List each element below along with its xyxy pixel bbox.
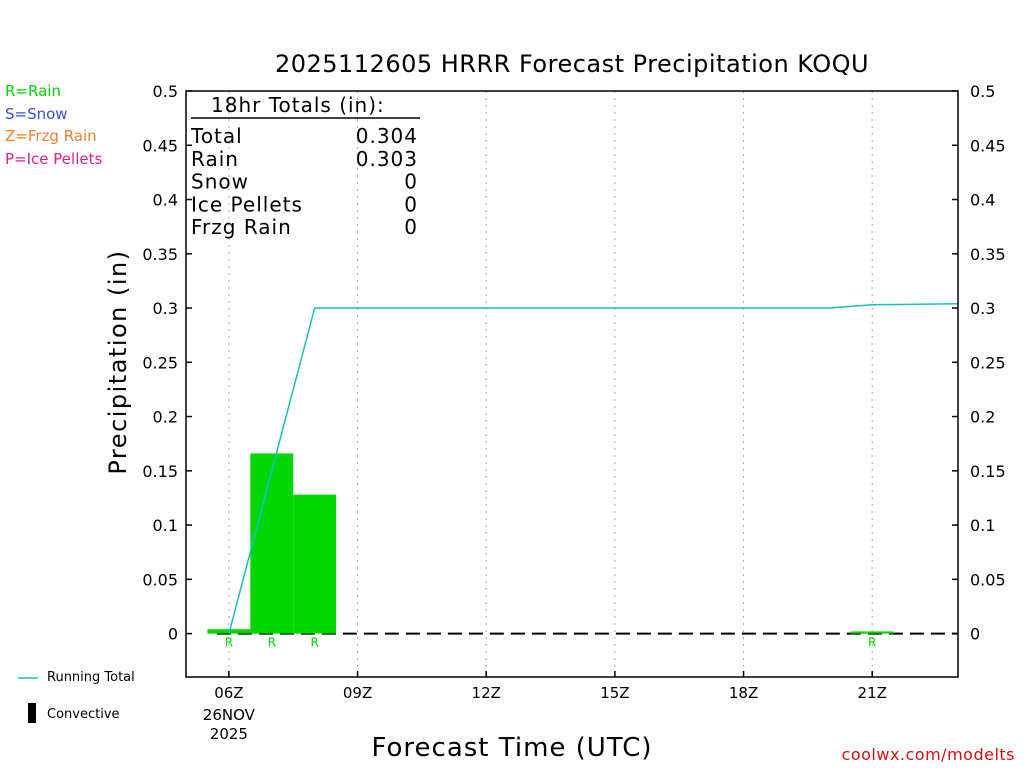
- x-tick-label-1: 09Z: [343, 684, 372, 702]
- legend-rain: R=Rain: [5, 82, 61, 100]
- totals-box: 18hr Totals (in): Total 0.304 Rain 0.303 Snow…: [190, 93, 420, 239]
- precip-type-label-0: R: [225, 636, 233, 650]
- totals-label-1: Rain: [191, 147, 239, 171]
- y-tick-label-left-10: 0.5: [153, 82, 178, 101]
- totals-value-3: 0: [404, 192, 418, 216]
- y-tick-label-right-9: 0.45: [970, 136, 1006, 155]
- legend-ice-pellets: P=Ice Pellets: [5, 150, 103, 168]
- credit-link[interactable]: coolwx.com/modelts: [841, 745, 1015, 764]
- bar-series: [207, 453, 894, 634]
- y-tick-label-left-1: 0.05: [142, 570, 178, 589]
- x-tick-label-4: 18Z: [729, 684, 758, 702]
- y-tick-label-right-8: 0.4: [970, 191, 995, 210]
- totals-value-2: 0: [404, 170, 418, 194]
- running-total-series: [228, 302, 959, 634]
- legend-convective: Convective: [47, 707, 120, 722]
- grid-lines: [216, 91, 958, 677]
- precip-type-label-3: R: [868, 636, 876, 650]
- totals-label-3: Ice Pellets: [191, 192, 303, 216]
- x-tick-label-2: 12Z: [472, 684, 501, 702]
- y-tick-label-left-0: 0: [168, 625, 178, 644]
- y-tick-label-left-9: 0.45: [142, 136, 178, 155]
- totals-value-1: 0.303: [356, 147, 418, 171]
- precip-type-label-1: R: [268, 636, 276, 650]
- precip-type-label-2: R: [310, 636, 318, 650]
- chart-title: 2025112605 HRRR Forecast Precipitation K…: [274, 50, 870, 78]
- y-tick-label-left-5: 0.25: [142, 353, 178, 372]
- x-axis-label: Forecast Time (UTC): [371, 733, 653, 763]
- y-tick-label-right-2: 0.1: [970, 516, 995, 535]
- totals-label-4: Frzg Rain: [191, 215, 292, 239]
- running-total-legend-swatch: [18, 677, 38, 679]
- y-tick-label-left-8: 0.4: [153, 191, 178, 210]
- y-tick-label-left-7: 0.35: [142, 245, 178, 264]
- plot-frame: [185, 90, 959, 678]
- totals-label-0: Total: [190, 124, 243, 148]
- x-tick-sublabel-0-0: 26NOV: [203, 706, 256, 724]
- x-tick-sublabel-0-1: 2025: [210, 725, 248, 743]
- y-tick-label-right-10: 0.5: [970, 82, 995, 101]
- x-tick-label-0: 06Z: [214, 684, 243, 702]
- x-tick-label-3: 15Z: [600, 684, 629, 702]
- y-axis-left: 0 0.05 0.1 0.15 0.2 0.25 0.3 0.35 0.4 0.45 0.5: [142, 82, 192, 644]
- legend-frzg-rain: Z=Frzg Rain: [5, 127, 97, 145]
- y-tick-label-left-4: 0.2: [153, 408, 178, 427]
- y-tick-label-right-7: 0.35: [970, 245, 1006, 264]
- y-axis-right: 0 0.05 0.1 0.15 0.2 0.25 0.3 0.35 0.4 0.45 0.5: [952, 82, 1006, 644]
- y-tick-label-right-3: 0.15: [970, 462, 1006, 481]
- legend-snow: S=Snow: [5, 105, 68, 123]
- y-tick-label-left-2: 0.1: [153, 516, 178, 535]
- precip-bar-3: [850, 631, 894, 634]
- x-tick-label-5: 21Z: [858, 684, 887, 702]
- convective-legend-swatch: [28, 703, 36, 723]
- running-total-line: [228, 302, 959, 634]
- totals-header: 18hr Totals (in):: [211, 93, 385, 117]
- y-tick-label-right-4: 0.2: [970, 408, 995, 427]
- y-tick-label-right-1: 0.05: [970, 570, 1006, 589]
- totals-label-2: Snow: [191, 170, 249, 194]
- precip-bar-2: [293, 494, 337, 634]
- y-tick-label-right-6: 0.3: [970, 299, 995, 318]
- totals-value-0: 0.304: [356, 124, 418, 148]
- legend-running-total: Running Total: [47, 670, 135, 685]
- precip-bar-1: [250, 453, 294, 634]
- y-tick-label-left-6: 0.3: [153, 299, 178, 318]
- totals-value-4: 0: [404, 215, 418, 239]
- y-tick-label-right-5: 0.25: [970, 353, 1006, 372]
- y-tick-label-right-0: 0: [970, 625, 980, 644]
- y-tick-label-left-3: 0.15: [142, 462, 178, 481]
